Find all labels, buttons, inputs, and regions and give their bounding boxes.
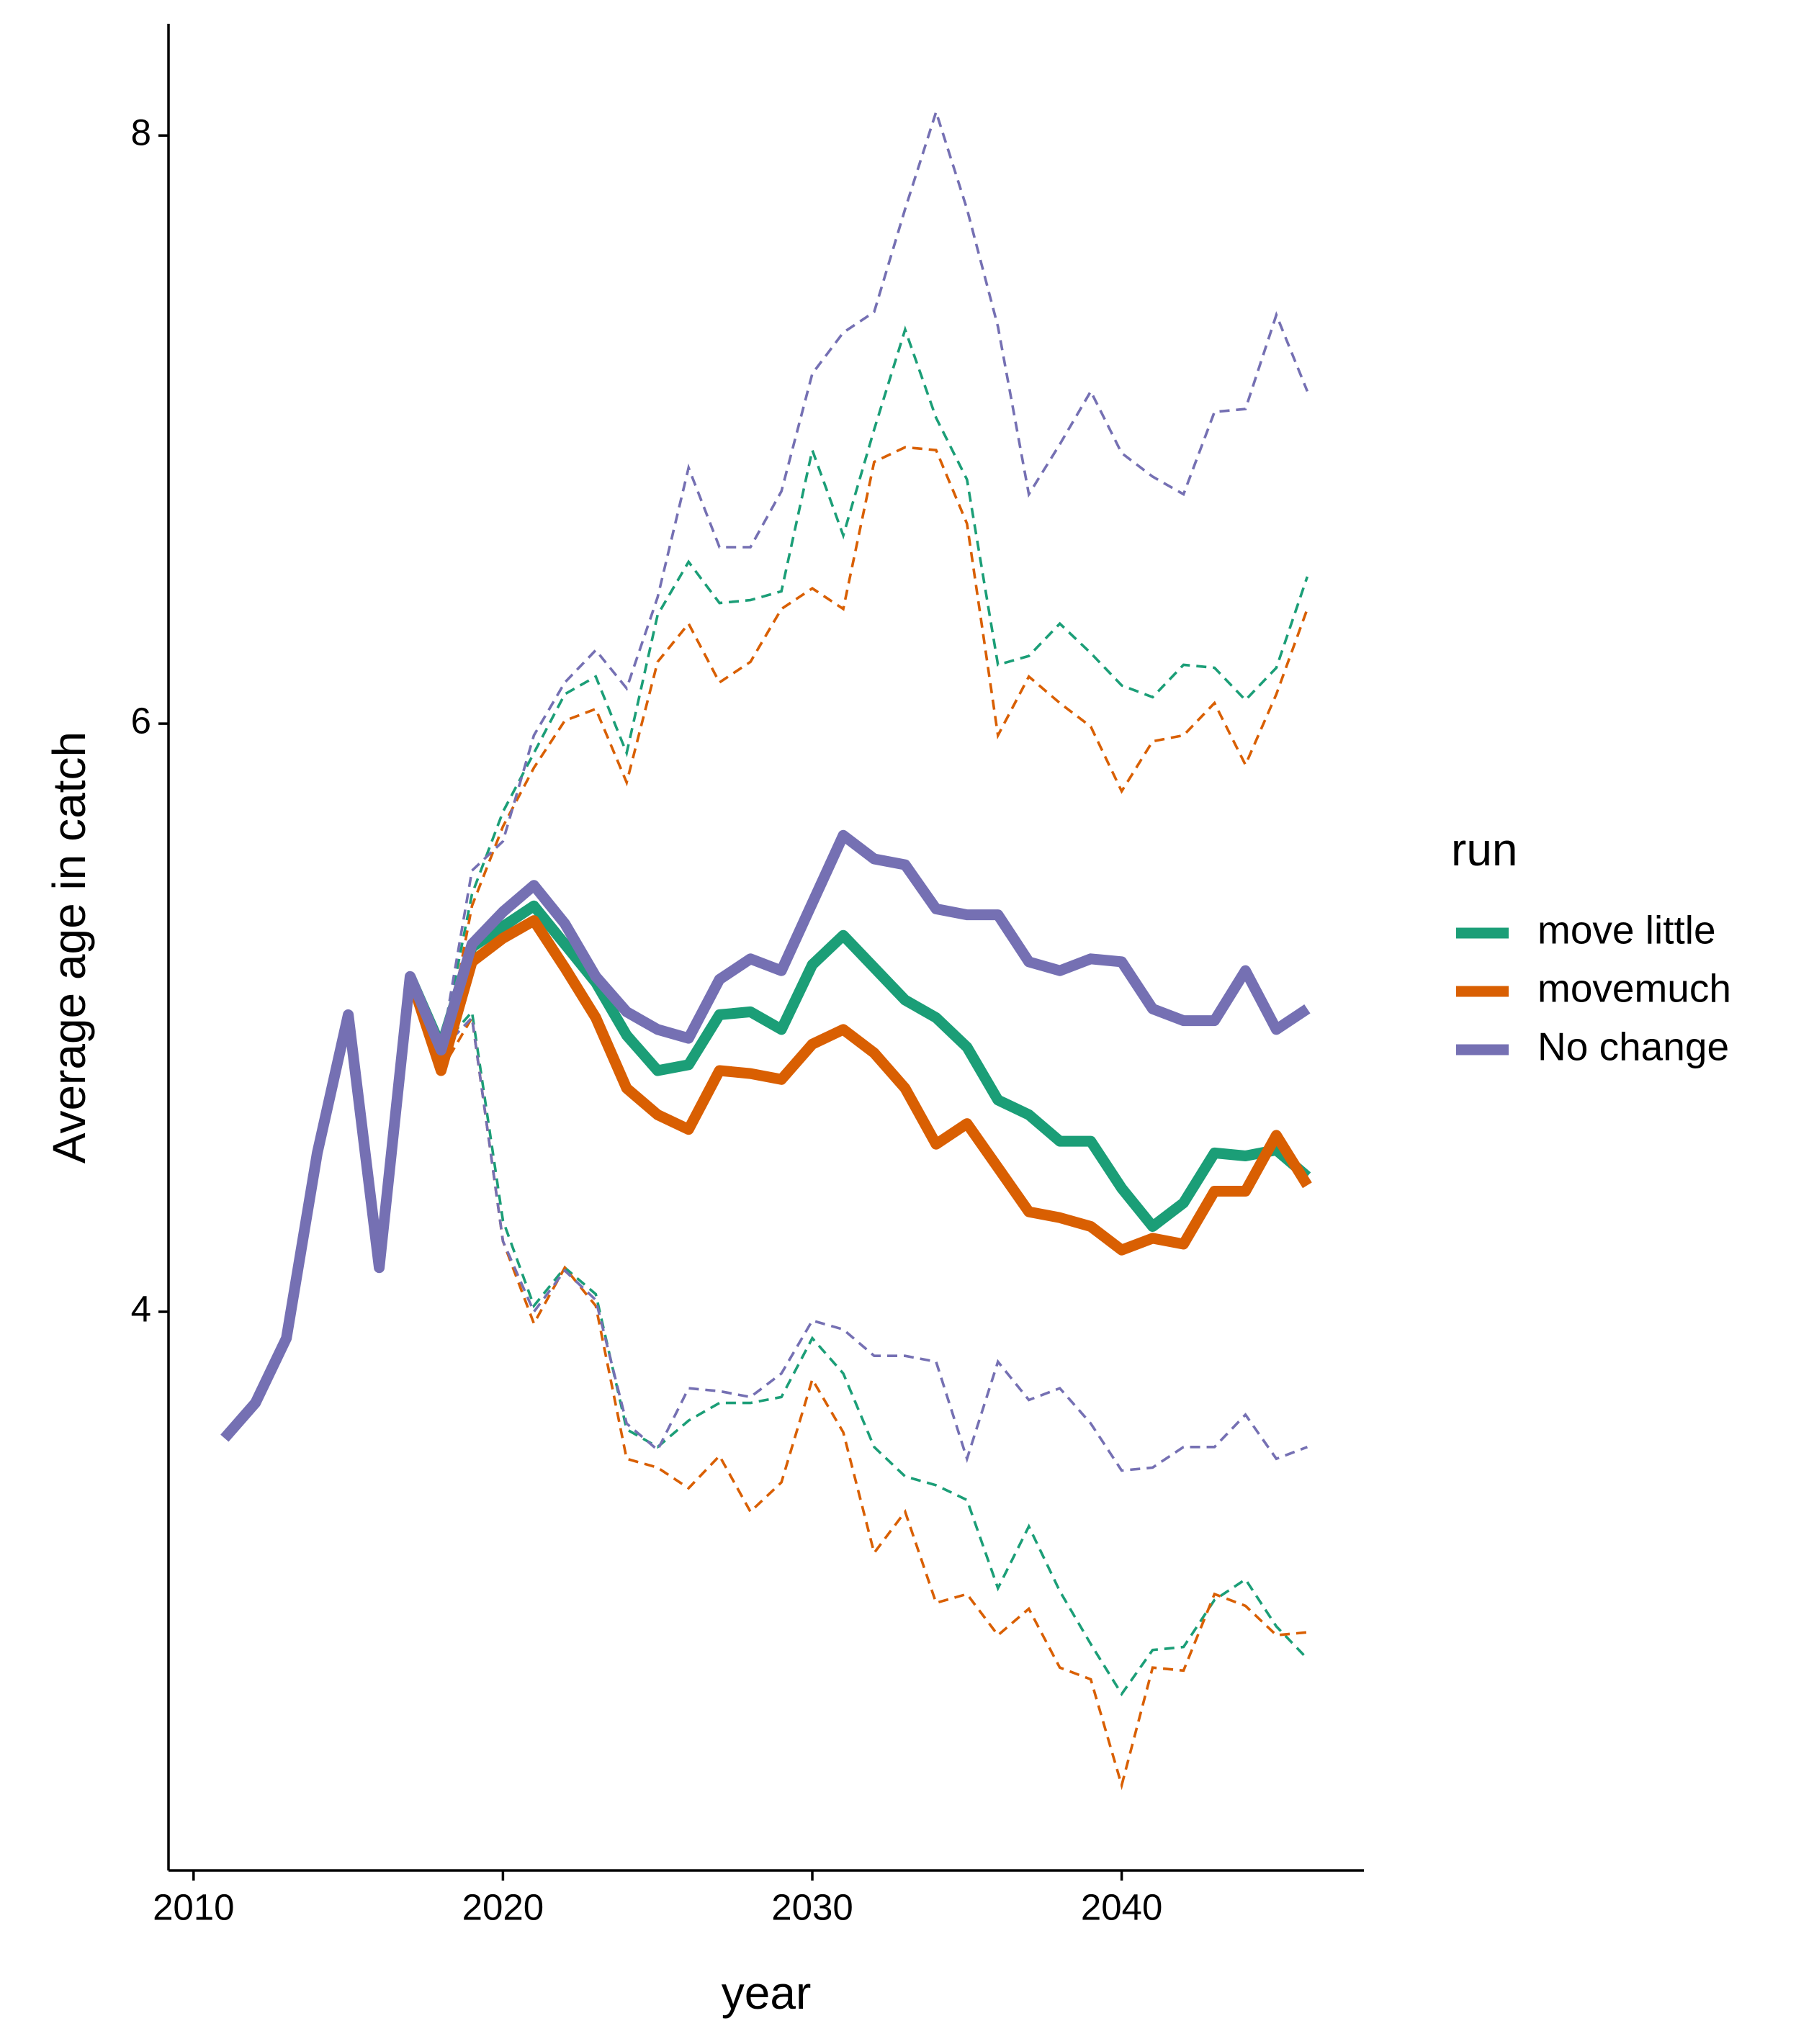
band-line	[439, 107, 1309, 1050]
legend-label: No change	[1537, 1025, 1729, 1069]
y-tick-label: 4	[131, 1288, 151, 1329]
band-line	[439, 1014, 1308, 1791]
x-tick-label: 2030	[771, 1886, 853, 1927]
band-line	[440, 1009, 1308, 1697]
y-tick-label: 6	[131, 701, 151, 742]
y-axis-title: Average age in catch	[43, 731, 95, 1163]
line	[405, 900, 1311, 1232]
band-line	[440, 1014, 1308, 1472]
x-axis-title: year	[722, 1967, 812, 2019]
line	[405, 915, 1312, 1256]
legend-label: movemuch	[1537, 966, 1731, 1011]
legend-label: move little	[1537, 908, 1716, 953]
band-line	[439, 325, 1309, 1050]
x-tick-label: 2010	[153, 1886, 234, 1927]
line	[220, 829, 1311, 1442]
legend-title: run	[1451, 824, 1518, 875]
y-tick-label: 8	[131, 112, 151, 153]
band-line	[439, 446, 1309, 1071]
x-tick-label: 2020	[462, 1886, 544, 1927]
x-tick-label: 2040	[1081, 1886, 1162, 1927]
